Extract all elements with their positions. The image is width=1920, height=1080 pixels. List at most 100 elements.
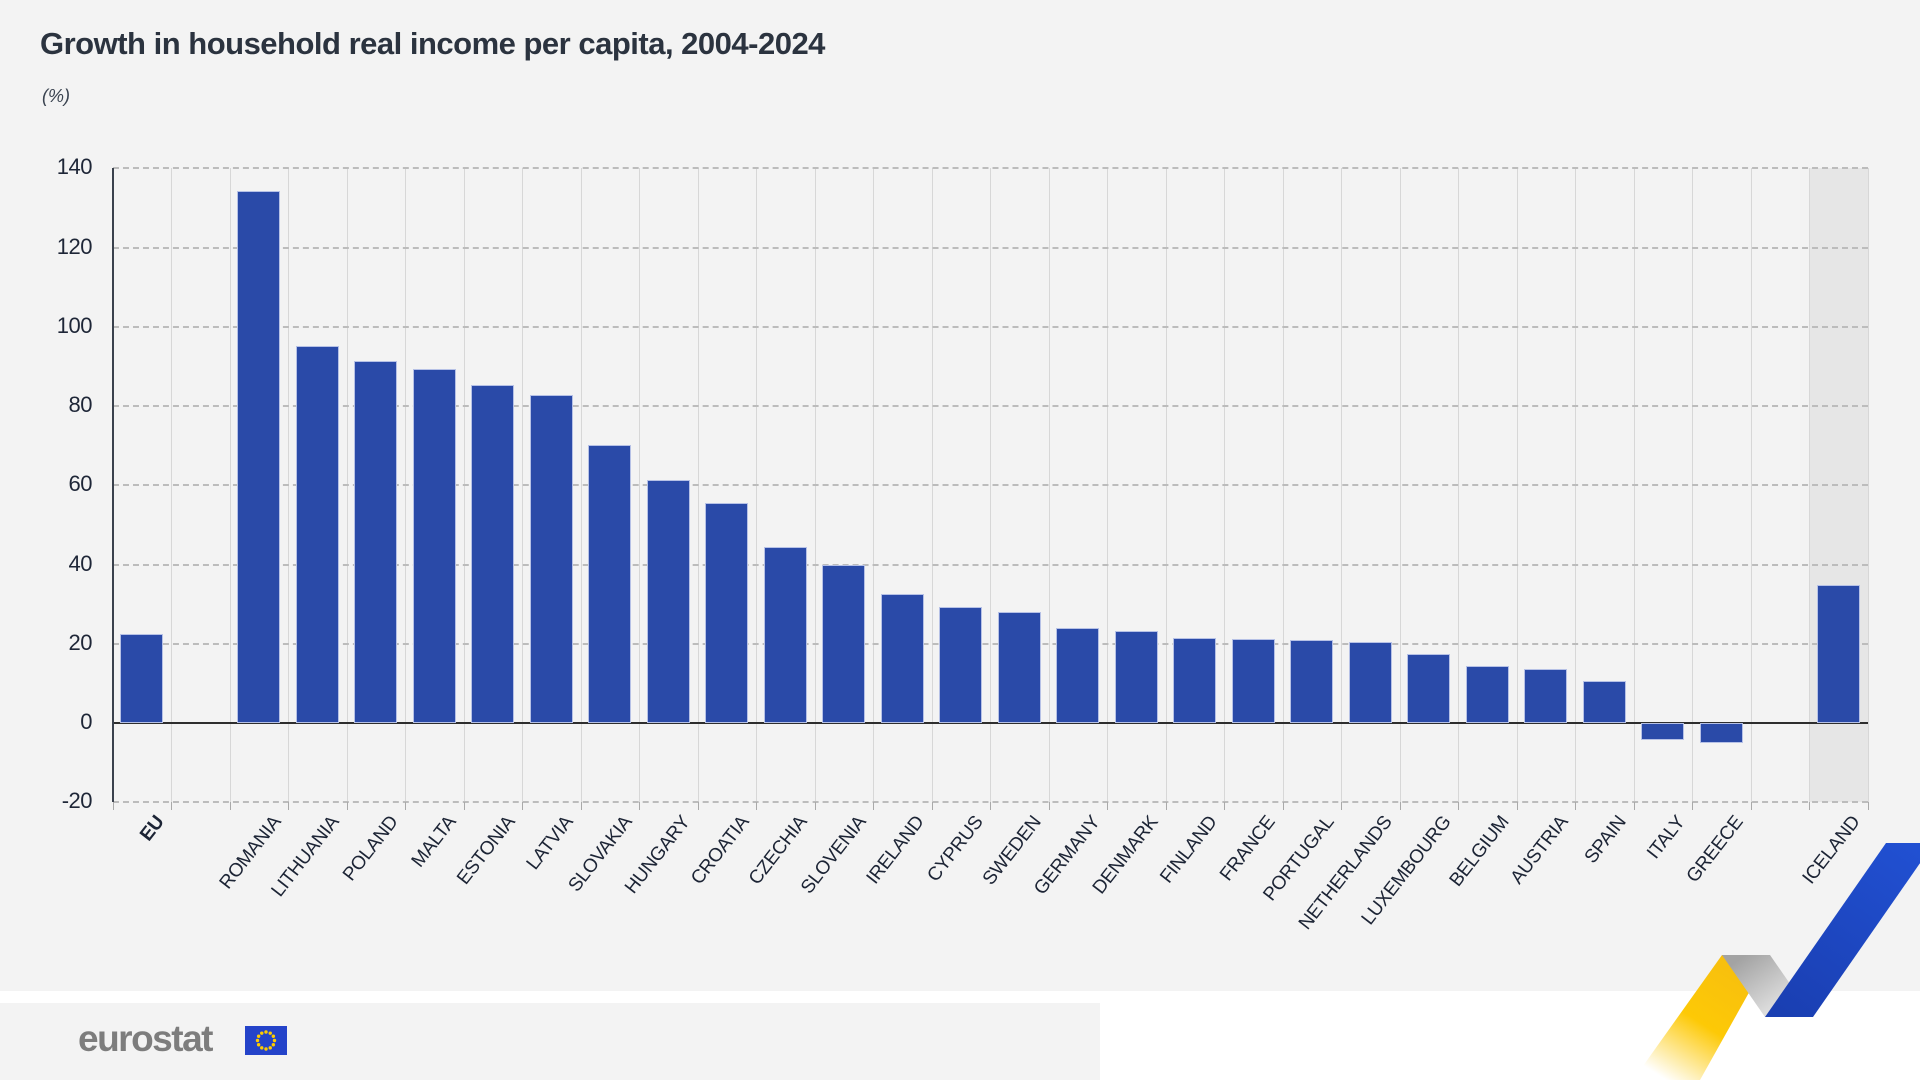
y-tick-label-20: 20 [68,629,93,655]
x-tick [1341,802,1342,811]
x-axis-label-denmark: DENMARK [1089,812,1163,899]
y-tick-label-120: 120 [56,233,93,259]
flag-star [271,1034,276,1038]
flag-star [264,1047,268,1051]
bar-eu [120,633,164,723]
x-axis-label-france: FRANCE [1216,812,1280,886]
bar-france [1231,639,1275,723]
x-tick [1048,802,1050,811]
x-tick [229,802,231,811]
bar-netherlands [1348,641,1392,723]
bar-croatia [705,502,749,723]
flag-star [260,1031,264,1035]
x-axis-label-malta: MALTA [407,812,461,872]
bar-latvia [529,394,573,723]
bar-malta [412,368,456,723]
bar-cyprus [939,607,983,723]
x-tick [1224,802,1225,811]
x-axis-label-sweden: SWEDEN [979,812,1046,890]
horizontal-gridline-20 [112,642,1868,645]
x-tick [522,802,523,811]
flag-star [260,1046,264,1050]
bar-hungary [646,480,690,723]
x-tick [1282,802,1284,811]
y-tick-label-80: 80 [68,392,93,417]
x-tick [1165,802,1167,811]
ribbon-yellow-band [1633,955,1770,1080]
x-tick [1458,802,1459,811]
horizontal-gridline-100 [112,325,1868,328]
x-tick [405,802,406,811]
bar-sweden [997,612,1041,723]
y-tick-label-140: 140 [56,154,93,180]
x-tick [756,802,757,811]
x-tick [1633,802,1635,811]
footer-background [0,1003,1100,1080]
bar-luxembourg [1407,654,1451,723]
bar-greece [1699,723,1743,744]
x-tick [1516,802,1518,811]
bar-portugal [1290,639,1334,723]
x-tick [639,802,640,811]
x-tick [1107,802,1108,811]
flag-star [256,1043,261,1047]
x-tick [990,802,991,811]
bar-germany [1056,627,1100,723]
bar-ireland [880,593,924,723]
x-tick [1575,802,1576,811]
x-tick [112,802,114,811]
horizontal-gridline-40 [112,563,1868,566]
x-axis-label-ireland: IRELAND [862,812,929,889]
flag-star [268,1046,272,1050]
flag-star [255,1038,260,1043]
bar-denmark [1114,630,1158,723]
eu-flag-icon [245,1026,287,1055]
horizontal-gridline-80 [112,405,1868,407]
bar-slovenia [822,564,866,723]
y-tick-label-40: 40 [68,550,93,576]
y-tick-label-0: 0 [80,709,92,734]
vertical-gridline [1867,168,1869,803]
y-axis-line [111,168,114,803]
bar-spain [1582,680,1626,723]
flag-star [256,1034,261,1038]
x-tick [1399,802,1401,811]
x-axis-label-lithuania: LITHUANIA [267,812,344,902]
x-tick [931,802,933,811]
y-tick-label--20: -20 [61,788,93,814]
y-tick-label-100: 100 [56,312,93,338]
x-tick [1750,802,1752,811]
bar-estonia [471,384,515,723]
x-tick [463,802,465,811]
bar-italy [1641,723,1685,740]
x-tick [346,802,348,811]
horizontal-gridline-60 [112,484,1868,487]
bar-austria [1524,669,1568,723]
bar-romania [237,191,281,723]
horizontal-gridline-120 [112,246,1868,249]
page-title: Growth in household real income per capi… [40,26,825,61]
bar-slovakia [588,444,632,723]
x-axis-label-belgium: BELGIUM [1445,812,1514,891]
x-tick [580,802,582,811]
ribbon-blue-band [1765,843,1920,1017]
eurostat-logo-text: eurostat [78,1018,213,1059]
bar-lithuania [295,346,339,723]
y-tick-label-60: 60 [68,471,93,497]
flag-star [271,1043,276,1047]
flag-star [272,1038,277,1043]
x-axis-label-latvia: LATVIA [522,812,578,874]
zero-axis-line [112,722,1868,724]
x-axis-label-netherlands: NETHERLANDS [1295,812,1397,934]
x-tick [814,802,816,811]
bar-belgium [1465,665,1509,723]
x-tick [288,802,289,811]
ribbon-graphic [1633,843,1920,1080]
x-axis-label-eu: EU [135,812,169,846]
x-tick [697,802,699,811]
x-tick [1867,802,1869,811]
x-axis-label-czechia: CZECHIA [745,812,812,889]
x-tick [873,802,874,811]
